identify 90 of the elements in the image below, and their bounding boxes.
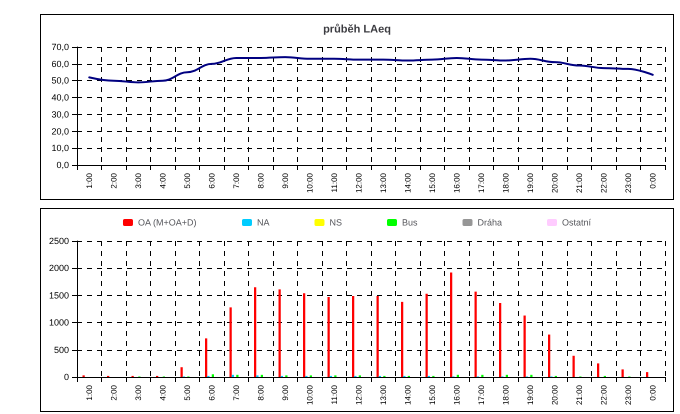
y-tick-label: 20,0 [51, 126, 69, 136]
chart-title: průběh LAeq [323, 24, 391, 36]
x-tick-label: 2:00 [109, 384, 118, 401]
bar [278, 289, 281, 377]
y-tick-label: 30,0 [51, 109, 69, 120]
x-tick-label: 9:00 [280, 384, 290, 401]
y-tick-label: 10,0 [51, 143, 69, 154]
y-tick-label: 60,0 [51, 58, 69, 69]
x-tick-label: 14:00 [403, 384, 412, 406]
x-tick-label: 20:00 [550, 384, 560, 406]
x-tick-label: 13:00 [378, 384, 388, 406]
legend-label: NS [329, 218, 342, 228]
bar [352, 296, 354, 377]
x-tick-label: 18:00 [501, 172, 510, 194]
x-tick-label: 0:00 [648, 384, 658, 401]
bar [622, 369, 624, 377]
bar [401, 302, 404, 377]
x-tick-label: 23:00 [624, 172, 633, 194]
legend-label: Bus [402, 218, 418, 228]
x-tick-label: 4:00 [158, 384, 168, 401]
bar [426, 294, 428, 377]
x-tick-label: 19:00 [526, 172, 535, 194]
bar [376, 296, 379, 377]
x-tick-label: 13:00 [378, 172, 388, 194]
x-tick-label: 9:00 [280, 172, 290, 189]
x-tick-label: 1:00 [84, 384, 94, 401]
x-tick-label: 18:00 [501, 384, 510, 406]
x-tick-label: 5:00 [182, 172, 192, 189]
bar [303, 293, 306, 377]
x-tick-label: 10:00 [305, 384, 314, 406]
line-series [88, 56, 654, 84]
bar [180, 367, 183, 377]
bar [524, 316, 526, 377]
x-tick-label: 15:00 [428, 384, 437, 406]
y-tick-label: 1000 [48, 318, 69, 328]
x-tick-label: 15:00 [428, 172, 437, 194]
x-tick-label: 2:00 [109, 172, 118, 189]
y-tick-label: 2000 [48, 263, 69, 274]
y-tick-label: 0 [64, 372, 69, 382]
x-tick-label: 6:00 [207, 172, 216, 189]
x-tick-label: 12:00 [354, 172, 364, 194]
x-tick-label: 16:00 [452, 384, 462, 406]
x-tick-label: 21:00 [574, 384, 584, 406]
x-tick-label: 22:00 [599, 384, 608, 406]
x-tick-label: 8:00 [256, 384, 266, 401]
legend-label: NA [256, 218, 270, 228]
y-tick-label: 500 [54, 344, 69, 355]
bar [450, 272, 452, 377]
legend-label: Dráha [478, 218, 502, 228]
legend-label: Ostatní [562, 218, 592, 228]
x-tick-label: 3:00 [134, 384, 143, 401]
x-tick-label: 21:00 [574, 172, 584, 194]
x-tick-label: 5:00 [182, 384, 192, 401]
x-tick-label: 3:00 [134, 172, 143, 189]
x-tick-label: 7:00 [232, 172, 241, 189]
bar [646, 372, 648, 377]
bar [572, 356, 575, 377]
bar [328, 297, 330, 377]
x-tick-label: 17:00 [476, 172, 486, 194]
x-tick-label: 16:00 [452, 172, 462, 194]
bar [548, 334, 550, 377]
x-tick-label: 1:00 [84, 172, 94, 189]
x-tick-label: 23:00 [624, 384, 633, 406]
x-tick-label: 14:00 [403, 172, 412, 194]
x-tick-label: 11:00 [330, 384, 339, 404]
x-tick-label: 8:00 [256, 172, 266, 189]
legend-label: OA (M+OA+D) [138, 218, 196, 228]
y-tick-label: 70,0 [51, 42, 69, 52]
x-tick-label: 12:00 [354, 384, 364, 406]
x-tick-label: 17:00 [476, 384, 486, 406]
y-tick-label: 2500 [48, 236, 69, 246]
x-tick-label: 0:00 [648, 172, 658, 189]
bar [597, 363, 600, 377]
bar [230, 307, 232, 377]
bar [254, 287, 256, 377]
x-tick-label: 11:00 [330, 172, 339, 192]
y-tick-label: 50,0 [51, 76, 69, 86]
y-tick-label: 0,0 [56, 160, 69, 170]
x-tick-label: 6:00 [207, 384, 216, 401]
bar [205, 338, 208, 377]
bar [474, 292, 477, 377]
y-tick-label: 40,0 [51, 92, 69, 103]
x-tick-label: 20:00 [550, 172, 560, 194]
x-tick-label: 22:00 [599, 172, 608, 194]
y-tick-label: 1500 [48, 290, 69, 300]
bar [499, 303, 502, 377]
x-tick-label: 4:00 [158, 172, 168, 189]
x-tick-label: 10:00 [305, 172, 314, 194]
x-tick-label: 19:00 [526, 384, 535, 406]
x-tick-label: 7:00 [232, 384, 241, 401]
